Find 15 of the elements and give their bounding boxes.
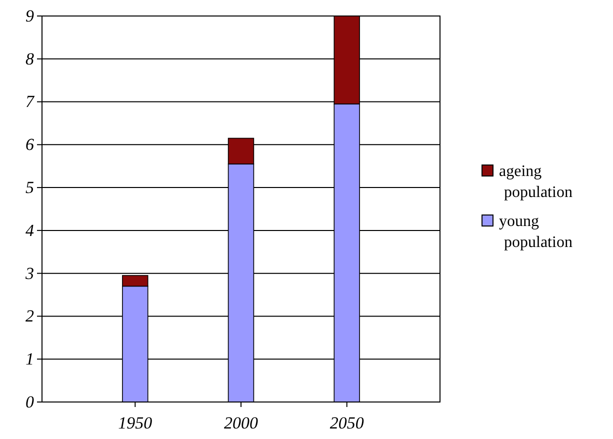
x-tick-label: 2050 bbox=[330, 414, 364, 433]
y-tick-label: 1 bbox=[26, 350, 34, 369]
legend-label: ageing population bbox=[499, 163, 572, 201]
y-tick-label: 0 bbox=[26, 392, 34, 412]
y-tick-label: 6 bbox=[26, 135, 34, 154]
y-tick-label: 8 bbox=[26, 49, 34, 68]
y-tick-label: 3 bbox=[24, 264, 34, 283]
y-tick-label: 9 bbox=[26, 6, 34, 26]
y-tick-label: 5 bbox=[26, 178, 34, 197]
x-tick-label: 2000 bbox=[224, 414, 258, 433]
x-tick-label: 1950 bbox=[118, 414, 153, 433]
legend-label: young population bbox=[499, 213, 572, 251]
y-tick-label: 7 bbox=[26, 92, 36, 112]
y-tick-label: 4 bbox=[26, 220, 34, 240]
y-tick-label: 2 bbox=[26, 306, 34, 326]
